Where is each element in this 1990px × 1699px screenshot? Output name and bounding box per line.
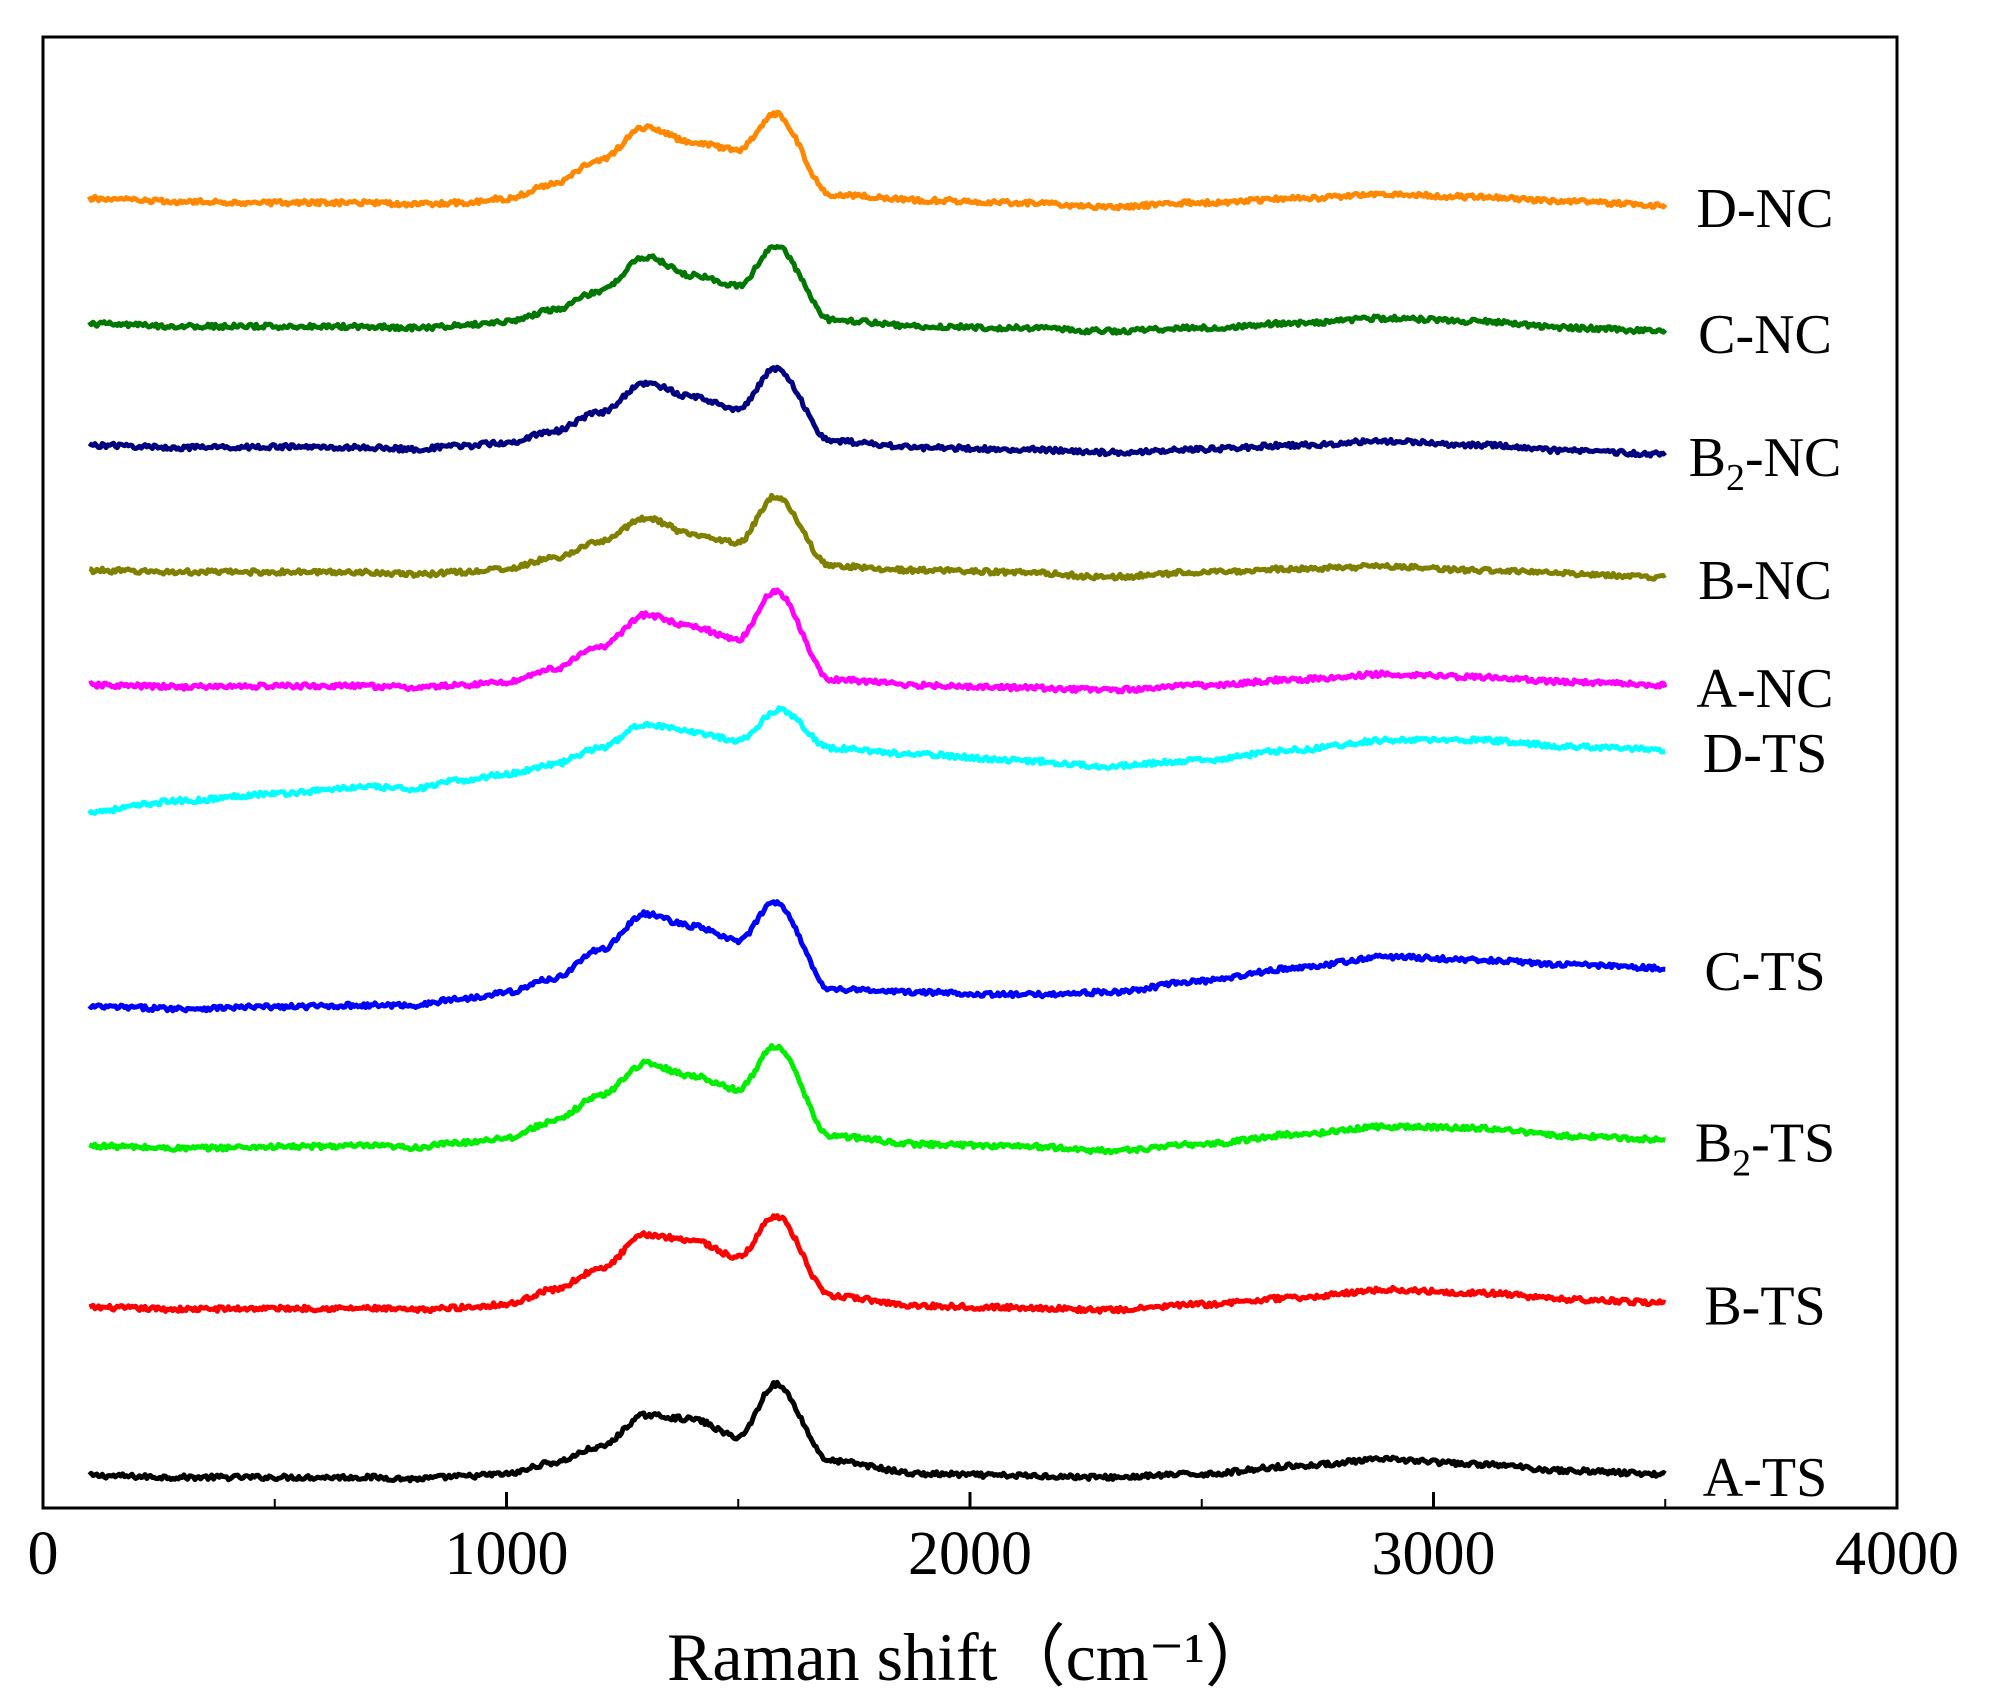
series-label-base: D-TS bbox=[1703, 723, 1827, 785]
series-line-b2-ts bbox=[88, 1043, 1666, 1156]
series-label-tail: -TS bbox=[1751, 1112, 1835, 1174]
series-line-d-nc bbox=[87, 109, 1668, 212]
series-line-a-ts bbox=[87, 1379, 1667, 1484]
series-label-base: A-TS bbox=[1703, 1447, 1827, 1509]
series-label-d-nc: D-NC bbox=[1697, 178, 1834, 240]
series-label-d-ts: D-TS bbox=[1703, 723, 1827, 785]
x-axis-label: Raman shift bbox=[667, 1619, 998, 1695]
series-line-c-ts bbox=[87, 899, 1666, 1014]
plot-frame bbox=[41, 35, 1899, 1510]
series-labels: A-TSB-TSB2-TSC-TSD-TSA-NCB-NCB2-NCC-NCD-… bbox=[1689, 178, 1842, 1509]
series-label-base: C-NC bbox=[1698, 304, 1832, 366]
series-label-b-ts: B-TS bbox=[1704, 1276, 1825, 1338]
series-line-a-nc bbox=[88, 587, 1668, 695]
series-label-subscript: 2 bbox=[1726, 457, 1745, 499]
series-label-base: C-TS bbox=[1704, 941, 1825, 1003]
series-line-b2-nc bbox=[87, 364, 1667, 459]
x-axis-ticks: 0 1000 2000 3000 4000 bbox=[28, 1492, 1959, 1588]
series-line-c-nc bbox=[87, 244, 1668, 336]
x-tick-label: 3000 bbox=[1372, 1520, 1496, 1588]
series-label-b2-nc: B2-NC bbox=[1689, 427, 1842, 499]
x-axis-title: Raman shift（cm⁻¹） bbox=[667, 1619, 1273, 1695]
series-label-b2-ts: B2-TS bbox=[1695, 1112, 1835, 1184]
series-label-a-nc: A-NC bbox=[1697, 658, 1834, 720]
series-label-tail: -NC bbox=[1745, 427, 1841, 489]
series-label-base: B bbox=[1689, 427, 1726, 489]
x-tick-label: 0 bbox=[28, 1520, 59, 1588]
series-label-base: D-NC bbox=[1697, 178, 1834, 240]
series-label-base: B-NC bbox=[1698, 550, 1832, 612]
x-tick-label: 2000 bbox=[908, 1520, 1032, 1588]
x-axis-unit: （cm⁻¹） bbox=[998, 1619, 1273, 1695]
x-tick-label: 4000 bbox=[1835, 1520, 1959, 1588]
series-label-c-ts: C-TS bbox=[1704, 941, 1825, 1003]
series-line-b-nc bbox=[88, 492, 1667, 582]
series-label-b-nc: B-NC bbox=[1698, 550, 1832, 612]
series-curves bbox=[87, 109, 1668, 1484]
series-label-c-nc: C-NC bbox=[1698, 304, 1832, 366]
series-line-b-ts bbox=[88, 1213, 1667, 1315]
series-label-base: B bbox=[1695, 1112, 1732, 1174]
series-label-subscript: 2 bbox=[1732, 1142, 1751, 1184]
series-line-d-ts bbox=[87, 705, 1666, 816]
series-label-a-ts: A-TS bbox=[1703, 1447, 1827, 1509]
series-label-base: B-TS bbox=[1704, 1276, 1825, 1338]
series-label-base: A-NC bbox=[1697, 658, 1834, 720]
x-tick-label: 1000 bbox=[445, 1520, 569, 1588]
